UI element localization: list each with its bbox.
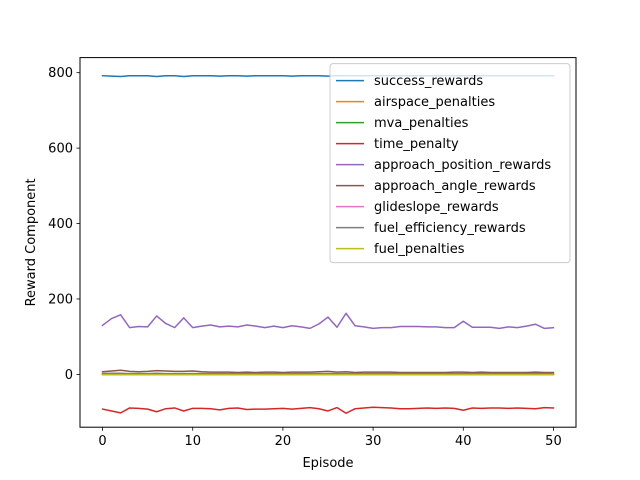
- x-tick-label: 10: [184, 434, 201, 449]
- tick-layer: 0 10 20 30 40 50 0 200 400 600 800: [48, 66, 562, 449]
- y-axis-label: Reward Component: [24, 178, 39, 306]
- legend-label: fuel_penalties: [374, 242, 465, 257]
- legend-box: [329, 63, 571, 264]
- x-axis-label: Episode: [302, 456, 353, 471]
- y-tick-label: 200: [48, 292, 73, 307]
- x-tick-label: 30: [365, 434, 382, 449]
- series-layer: [101, 74, 555, 414]
- legend-label: approach_position_rewards: [374, 158, 551, 173]
- series-line-approach-position-rewards: [101, 312, 555, 330]
- axes-frame: [79, 57, 577, 428]
- x-tick-label: 0: [98, 434, 106, 449]
- series-line-approach-angle-rewards: [101, 369, 555, 374]
- y-tick-label: 600: [48, 142, 73, 157]
- legend-label: success_rewards: [374, 74, 483, 89]
- legend: success_rewards airspace_penalties mva_pen…: [329, 63, 571, 264]
- y-tick-label: 800: [48, 66, 73, 81]
- legend-label: time_penalty: [374, 137, 459, 152]
- series-line-time-penalty: [101, 406, 555, 414]
- x-tick-label: 40: [455, 434, 472, 449]
- legend-label: airspace_penalties: [374, 95, 495, 110]
- legend-label: glideslope_rewards: [374, 200, 499, 215]
- y-tick-label: 0: [65, 368, 73, 383]
- legend-label: approach_angle_rewards: [374, 179, 536, 194]
- legend-label: fuel_efficiency_rewards: [374, 221, 526, 236]
- x-tick-label: 20: [275, 434, 292, 449]
- legend-label: mva_penalties: [374, 116, 469, 131]
- x-tick-label: 50: [545, 434, 562, 449]
- y-tick-label: 400: [48, 217, 73, 232]
